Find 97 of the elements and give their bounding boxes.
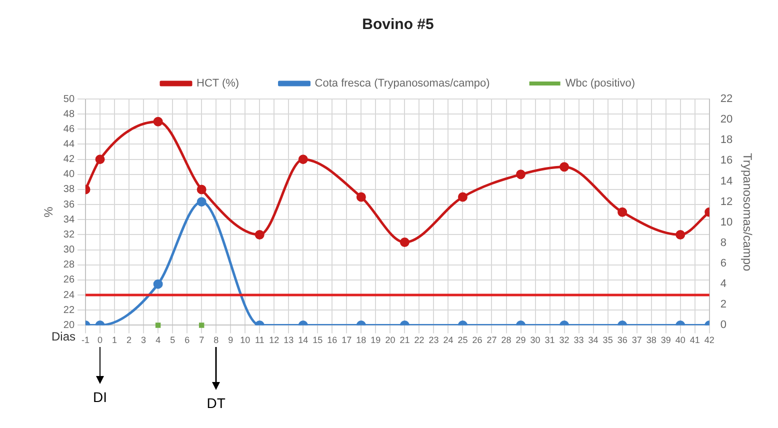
y-tick-label: 32	[63, 229, 75, 240]
x-tick-label: 1	[112, 335, 118, 346]
x-tick-label: 22	[414, 335, 424, 346]
point	[298, 154, 308, 164]
x-tick-label: 9	[228, 335, 234, 346]
point	[153, 279, 163, 289]
text: DT	[206, 395, 226, 412]
y-tick-label: 26	[63, 274, 75, 286]
x-tick-label: 10	[240, 335, 250, 346]
x-tick-label: -1	[82, 335, 90, 346]
y-tick-label: 44	[63, 138, 75, 150]
y-tick-label: 28	[63, 260, 75, 271]
x-tick-label: 36	[617, 335, 628, 346]
y-tick-label: 38	[63, 184, 75, 196]
x-tick-label: 35	[602, 335, 613, 346]
x-tick-label: 0	[98, 335, 103, 346]
y2-tick-label: 16	[720, 154, 733, 167]
legend-label: Wbc (positivo)	[565, 78, 636, 90]
x-tick-label: 20	[385, 335, 396, 346]
x-tick-label: 34	[588, 335, 598, 346]
y-tick-label: 40	[63, 169, 75, 180]
x-tick-label: 7	[199, 335, 204, 346]
x-tick-label: 3	[141, 335, 146, 346]
x-tick-label: 32	[559, 335, 570, 346]
y2-tick-label: 22	[720, 93, 733, 106]
y-tick-label: 20	[63, 320, 75, 331]
y-tick-label: 50	[63, 94, 75, 105]
x-tick-label: 4	[156, 335, 161, 346]
x-tick-label: 2	[126, 335, 132, 346]
x-tick-label: 18	[356, 335, 366, 346]
y2-tick-label: 14	[720, 175, 733, 188]
x-tick-label: 14	[298, 335, 308, 346]
y-axis-title: %	[42, 206, 56, 218]
y2-axis-title: Trypanosomas/campo	[740, 152, 754, 272]
x-tick-label: 21	[400, 335, 410, 346]
legend-label: Cota fresca (Trypanosomas/campo)	[314, 78, 490, 90]
y-tick-label: 30	[63, 244, 75, 256]
y2-tick-label: 2	[720, 298, 726, 311]
x-tick-label: 23	[428, 335, 439, 346]
x-tick-label: 37	[632, 335, 642, 346]
x-tick-label: 24	[443, 335, 454, 346]
x-tick-label: 39	[660, 335, 671, 346]
x-tick-label: 30	[530, 335, 540, 346]
y2-tick-label: 10	[720, 216, 733, 228]
point	[618, 207, 628, 217]
x-tick-label: 16	[327, 335, 338, 346]
y2-tick-label: 0	[720, 319, 726, 332]
y-tick-label: 48	[63, 108, 75, 120]
x-tick-label: 42	[704, 335, 714, 346]
y2-tick-label: 6	[720, 258, 726, 270]
y-tick-label: 46	[63, 124, 75, 135]
y-tick-label: 24	[63, 290, 75, 301]
y2-tick-label: 8	[720, 236, 726, 249]
point	[400, 238, 410, 248]
y-tick-label: 42	[63, 154, 75, 166]
x-tick-label: 31	[544, 335, 555, 346]
chart-title: Bovino #5	[362, 16, 434, 34]
x-tick-label: 13	[284, 335, 294, 346]
y2-tick-label: 20	[720, 114, 733, 126]
x-tick-label: 15	[312, 335, 323, 346]
y2-tick-label: 12	[720, 196, 733, 208]
x-tick-label: 29	[516, 335, 526, 346]
x-tick-label: 19	[370, 335, 381, 346]
point	[198, 322, 204, 328]
point	[560, 162, 570, 172]
x-tick-label: 11	[254, 335, 264, 346]
y-tick-label: 22	[63, 304, 75, 316]
x-tick-label: 41	[690, 335, 700, 346]
point	[196, 184, 206, 194]
x-tick-label: 38	[646, 335, 656, 346]
x-axis-title: Dias	[52, 330, 76, 344]
point	[254, 230, 264, 240]
x-tick-label: 17	[342, 335, 352, 346]
x-tick-label: 25	[458, 335, 468, 346]
point	[155, 322, 161, 328]
point	[95, 154, 105, 164]
y2-tick-label: 18	[720, 134, 733, 146]
x-tick-label: 12	[269, 335, 280, 346]
y2-tick-label: 4	[720, 278, 726, 290]
point	[356, 192, 366, 202]
x-tick-label: 27	[486, 335, 497, 346]
x-tick-label: 6	[184, 335, 190, 346]
legend-label: HCT (%)	[196, 78, 240, 90]
point	[676, 230, 686, 240]
y-tick-label: 36	[63, 199, 75, 210]
y-tick-label: 34	[63, 214, 75, 226]
point	[153, 116, 163, 126]
x-tick-label: 5	[170, 335, 176, 346]
x-tick-label: 26	[472, 335, 482, 346]
point	[516, 170, 526, 180]
text: DI	[92, 389, 108, 406]
point	[196, 197, 206, 207]
point	[458, 192, 468, 202]
x-tick-label: 33	[574, 335, 584, 346]
x-tick-label: 28	[501, 335, 512, 346]
x-tick-label: 40	[675, 335, 686, 346]
x-tick-label: 8	[214, 335, 219, 346]
